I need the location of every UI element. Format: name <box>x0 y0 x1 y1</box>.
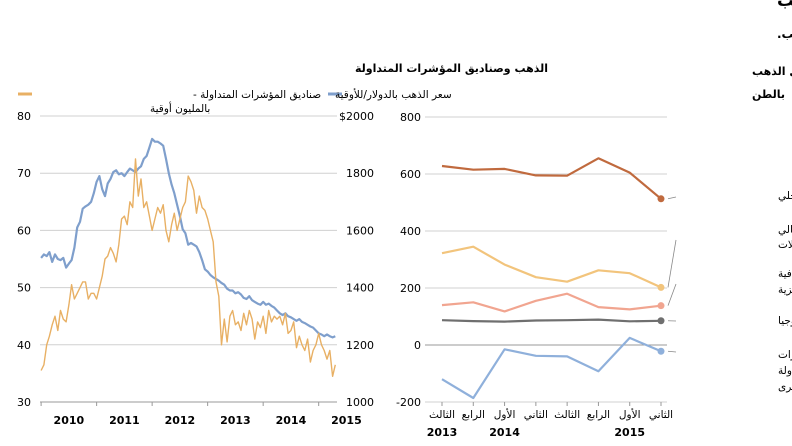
right-x-ticks: الثالث 2013 الرابع الأول 2014 الثاني الثالث الر… <box>427 402 673 439</box>
left-y-tick-label: 70 <box>17 167 31 180</box>
right-y-tick-label: 1000 <box>346 396 374 409</box>
label-leader-line <box>667 283 677 306</box>
y-tick-label: -200 <box>396 396 421 409</box>
x-tick-quarter: الثالث <box>429 409 455 421</box>
series-label: الطلب الإجمالي <box>778 224 792 236</box>
right-y-tick-label: 1800 <box>346 167 374 180</box>
x-tick-quarter: الثاني <box>524 409 548 421</box>
label-leader-line <box>667 350 677 353</box>
series-label: على السبائك والعملات <box>778 239 792 251</box>
left-y-tick-label: 40 <box>17 339 31 352</box>
series-line <box>441 336 662 400</box>
right-y-tick-label: 1200 <box>346 339 374 352</box>
right-series-labels: الحلي الطلب الإجمالي على السبائك والعملات ا… <box>667 190 792 393</box>
y-tick-label: 200 <box>400 282 421 295</box>
page-subtitle: تشكل صناعة الحلي والاستثمار معظم الطلب ا… <box>777 27 792 42</box>
legend-label-gold: سعر الذهب بالدولار/للأوقية <box>335 88 452 101</box>
left-chart-title: الذهب وصناديق المؤشرات المتداولة <box>355 62 548 75</box>
right-y-ticks: -200 0 200 400 600 800 <box>396 111 421 409</box>
y-tick-label: 400 <box>400 225 421 238</box>
x-tick-quarter: الثالث <box>554 409 580 421</box>
left-y-tick-label: 80 <box>17 110 31 123</box>
label-leader-line <box>667 196 677 200</box>
x-tick-year: 2013 <box>427 426 458 439</box>
series-label: المتداولة <box>778 365 792 377</box>
right-axis-ticks: 1000 1200 1400 1600 1800 $2000 <box>339 110 374 409</box>
series-line <box>441 318 662 323</box>
series-label: والمنتجات الأخرى <box>778 380 792 393</box>
x-tick-label: 2015 <box>331 414 362 427</box>
series-label: صناديق المؤشرات <box>778 349 792 361</box>
x-tick-quarter: الرابع <box>587 409 610 421</box>
left-y-tick-label: 60 <box>17 224 31 237</box>
x-tick-quarter: الرابع <box>462 409 485 421</box>
x-tick-label: 2013 <box>220 414 251 427</box>
series-endpoint <box>657 195 665 203</box>
x-tick-year: 2015 <box>614 426 645 439</box>
series-endpoint <box>657 302 665 310</box>
left-y-tick-label: 50 <box>17 282 31 295</box>
right-chart: الطلب على الذهب بالطن -2000200400600800 … <box>396 65 792 439</box>
right-y-tick-label: 1400 <box>346 282 374 295</box>
left-series-group <box>40 137 336 377</box>
right-y-tick-label: $2000 <box>339 110 374 123</box>
series-label: الحلي <box>778 190 792 202</box>
series-label: التكنولوجيا <box>778 315 792 327</box>
series-line <box>441 157 662 200</box>
left-axis-ticks: 30 40 50 60 70 80 <box>17 110 31 409</box>
x-tick-label: 2011 <box>109 414 140 427</box>
right-chart-title-line1: الطلب على الذهب <box>752 65 792 78</box>
x-tick-quarter: الأول <box>494 408 516 421</box>
series-label: للبنوك المركزية <box>778 284 792 296</box>
gold-price-line <box>40 158 336 377</box>
x-tick-label: 2014 <box>276 414 307 427</box>
series-endpoint <box>657 347 665 355</box>
left-y-tick-label: 30 <box>17 396 31 409</box>
x-axis-ticks: 2010 2011 2012 2013 2014 2015 <box>40 402 362 427</box>
y-tick-label: 800 <box>400 111 421 124</box>
left-gridlines <box>40 115 337 403</box>
label-leader-line <box>667 239 677 288</box>
x-tick-quarter: الأول <box>619 408 641 421</box>
right-gridlines <box>425 116 667 403</box>
series-endpoint <box>657 317 665 325</box>
legend-label-etf-line1: صناديق المؤشرات المتداولة - <box>193 89 321 101</box>
series-endpoint <box>657 283 665 291</box>
y-tick-label: 600 <box>400 168 421 181</box>
legend-label-etf-line2: بالمليون أوقية <box>150 101 210 115</box>
x-tick-quarter: الثاني <box>649 409 673 421</box>
series-line <box>441 245 662 289</box>
right-y-tick-label: 1600 <box>346 224 374 237</box>
right-series-group <box>441 157 665 400</box>
right-chart-title-line2: بالطن <box>752 88 785 101</box>
series-label: المشتريات الصافية <box>778 268 792 280</box>
series-line <box>441 292 662 313</box>
x-tick-label: 2012 <box>165 414 196 427</box>
left-chart: الذهب وصناديق المؤشرات المتداولة صناديق … <box>17 62 548 427</box>
page-title: الطلب العالمي على الذهب <box>777 0 792 11</box>
y-tick-label: 0 <box>414 339 421 352</box>
x-tick-label: 2010 <box>54 414 85 427</box>
etf-holdings-line <box>40 137 336 339</box>
x-tick-year: 2014 <box>489 426 520 439</box>
left-legend: صناديق المؤشرات المتداولة - بالمليون أوق… <box>18 88 452 115</box>
